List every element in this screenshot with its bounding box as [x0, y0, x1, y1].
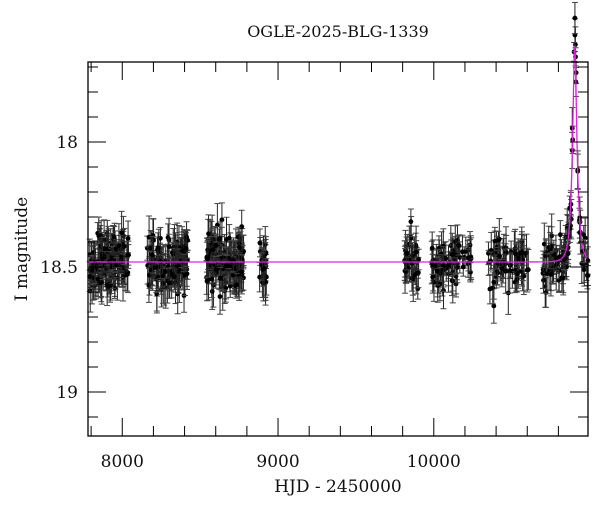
y-tick-label: 19	[56, 383, 78, 403]
chart-title: OGLE-2025-BLG-1339	[247, 22, 429, 41]
plot-frame	[87, 61, 589, 437]
y-tick-label: 18	[56, 133, 78, 153]
data-points	[86, 1, 591, 324]
model-curve	[88, 44, 589, 263]
x-tick-label: 8000	[101, 452, 144, 472]
x-axis-label: HJD - 2450000	[274, 477, 402, 497]
axis-ticks: 8000 9000 10000 18 18.5 19	[40, 62, 588, 472]
x-tick-label: 10000	[407, 452, 461, 472]
x-tick-label: 9000	[256, 452, 299, 472]
y-tick-label: 18.5	[40, 258, 78, 278]
